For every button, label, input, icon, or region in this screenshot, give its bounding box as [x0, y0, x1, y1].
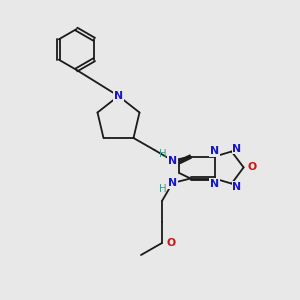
Text: N: N: [114, 91, 123, 101]
Text: H: H: [159, 184, 167, 194]
Text: O: O: [167, 238, 176, 248]
Text: N: N: [114, 91, 123, 101]
Text: N: N: [210, 146, 219, 157]
Text: N: N: [168, 178, 177, 188]
Text: O: O: [248, 162, 256, 172]
Text: N: N: [168, 155, 177, 166]
Text: H: H: [159, 149, 167, 160]
Text: N: N: [232, 143, 242, 154]
Text: N: N: [232, 182, 242, 192]
Text: N: N: [210, 178, 219, 189]
